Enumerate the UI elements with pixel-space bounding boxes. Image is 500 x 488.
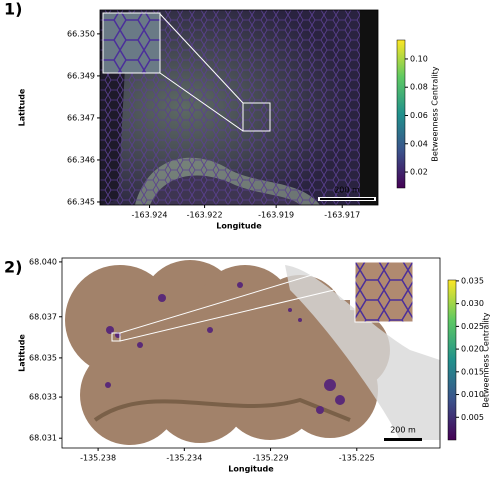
- y-tick-label: 68.035: [29, 353, 57, 362]
- x-tick-label: -163.924: [132, 211, 168, 220]
- y-tick-label: 66.346: [67, 155, 95, 164]
- colorbar-tick-label: 0.10: [410, 54, 428, 63]
- x-axis-label: Longitude: [216, 222, 262, 231]
- colorbar-tick-label: 0.010: [461, 390, 484, 399]
- x-tick-label: -135.234: [166, 454, 202, 463]
- colorbar-tick-label: 0.020: [461, 345, 484, 354]
- colorbar: [447, 279, 457, 441]
- x-tick-label: -135.238: [80, 454, 116, 463]
- colorbar-tick-label: 0.005: [461, 413, 484, 422]
- y-axis-label: Latitude: [18, 88, 27, 126]
- colorbar-tick-label: 0.015: [461, 367, 484, 376]
- colorbar-tick-label: 0.06: [410, 111, 428, 120]
- y-tick-label: 66.345: [67, 197, 95, 206]
- x-axis-label: Longitude: [228, 465, 274, 474]
- x-tick-label: -163.922: [187, 211, 223, 220]
- colorbar-tick-label: 0.025: [461, 322, 484, 331]
- colorbar-label: Betweenness Centrality: [482, 312, 491, 407]
- y-tick-label: 68.037: [29, 312, 57, 321]
- colorbar-tick-label: 0.08: [410, 83, 428, 92]
- x-tick-label: -163.917: [324, 211, 360, 220]
- map-image-2: [65, 260, 440, 445]
- x-tick-label: -135.225: [339, 454, 375, 463]
- colorbar-tick-label: 0.030: [461, 299, 484, 308]
- colorbar-tick-label: 0.04: [410, 139, 428, 148]
- panel-label: 2): [4, 258, 22, 277]
- y-tick-label: 66.347: [67, 113, 95, 122]
- y-axis-label: Latitude: [18, 334, 27, 372]
- scale-bar-label: 200 m: [334, 186, 360, 195]
- y-tick-label: 68.031: [29, 434, 57, 443]
- colorbar-tick-label: 0.035: [461, 276, 484, 285]
- x-tick-label: -163.919: [258, 211, 294, 220]
- map-image-1: [100, 10, 378, 205]
- y-tick-label: 68.033: [29, 393, 57, 402]
- panel-label: 1): [4, 0, 22, 19]
- axes-frame: [61, 257, 441, 449]
- y-tick-label: 66.350: [67, 29, 95, 38]
- y-tick-label: 66.349: [67, 71, 95, 80]
- colorbar-tick-label: 0.02: [410, 168, 428, 177]
- colorbar: [396, 39, 406, 189]
- colorbar-label: Betweenness Centrality: [431, 66, 440, 161]
- scale-bar-label: 200 m: [390, 426, 416, 435]
- y-tick-label: 68.040: [29, 257, 57, 266]
- x-tick-label: -135.229: [253, 454, 289, 463]
- axes-frame: [99, 9, 379, 206]
